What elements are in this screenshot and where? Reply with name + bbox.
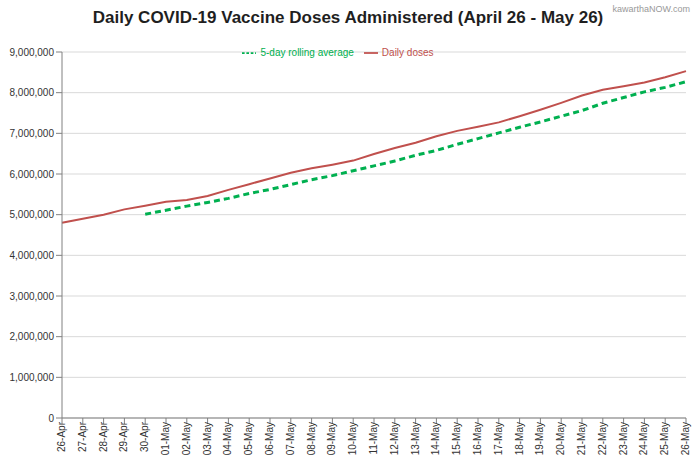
svg-text:02-May: 02-May xyxy=(181,422,192,455)
svg-text:21-May: 21-May xyxy=(576,422,587,455)
svg-text:25-May: 25-May xyxy=(659,422,670,455)
svg-text:5,000,000: 5,000,000 xyxy=(10,209,55,220)
svg-text:07-May: 07-May xyxy=(285,422,296,455)
svg-text:15-May: 15-May xyxy=(451,422,462,455)
svg-text:19-May: 19-May xyxy=(535,422,546,455)
svg-text:01-May: 01-May xyxy=(160,422,171,455)
svg-text:3,000,000: 3,000,000 xyxy=(10,291,55,302)
svg-text:6,000,000: 6,000,000 xyxy=(10,169,55,180)
html-text:kawarthaNOW.com: kawarthaNOW.com xyxy=(612,4,690,14)
html-text:Daily COVID-19 Vaccine Doses A: Daily COVID-19 Vaccine Doses Administere… xyxy=(92,8,604,27)
svg-text:29-Apr: 29-Apr xyxy=(119,421,130,452)
svg-text:10-May: 10-May xyxy=(347,422,358,455)
svg-text:22-May: 22-May xyxy=(597,422,608,455)
svg-text:16-May: 16-May xyxy=(472,422,483,455)
svg-text:30-Apr: 30-Apr xyxy=(139,421,150,452)
svg-text:2,000,000: 2,000,000 xyxy=(10,331,55,342)
html-text:5-day rolling average: 5-day rolling average xyxy=(260,46,354,58)
svg-text:12-May: 12-May xyxy=(389,422,400,455)
svg-text:08-May: 08-May xyxy=(306,422,317,455)
svg-text:28-Apr: 28-Apr xyxy=(98,421,109,452)
svg-text:9,000,000: 9,000,000 xyxy=(10,47,55,58)
svg-text:27-Apr: 27-Apr xyxy=(77,421,88,452)
svg-text:06-May: 06-May xyxy=(264,422,275,455)
svg-text:26-May: 26-May xyxy=(680,422,688,455)
svg-text:13-May: 13-May xyxy=(410,422,421,455)
svg-text:23-May: 23-May xyxy=(618,422,629,455)
svg-text:17-May: 17-May xyxy=(493,422,504,455)
svg-text:26-Apr: 26-Apr xyxy=(56,421,67,452)
svg-text:03-May: 03-May xyxy=(202,422,213,455)
svg-text:18-May: 18-May xyxy=(514,422,525,455)
svg-text:24-May: 24-May xyxy=(639,422,650,455)
svg-text:4,000,000: 4,000,000 xyxy=(10,250,55,261)
svg-text:1,000,000: 1,000,000 xyxy=(10,372,55,383)
svg-text:20-May: 20-May xyxy=(555,422,566,455)
svg-text:09-May: 09-May xyxy=(327,422,338,455)
svg-text:05-May: 05-May xyxy=(243,422,254,455)
svg-text:04-May: 04-May xyxy=(223,422,234,455)
svg-text:8,000,000: 8,000,000 xyxy=(10,87,55,98)
svg-text:0: 0 xyxy=(48,413,54,424)
svg-text:11-May: 11-May xyxy=(368,422,379,455)
svg-text:7,000,000: 7,000,000 xyxy=(10,128,55,139)
html-text:Daily doses: Daily doses xyxy=(381,46,434,58)
svg-text:14-May: 14-May xyxy=(431,422,442,455)
